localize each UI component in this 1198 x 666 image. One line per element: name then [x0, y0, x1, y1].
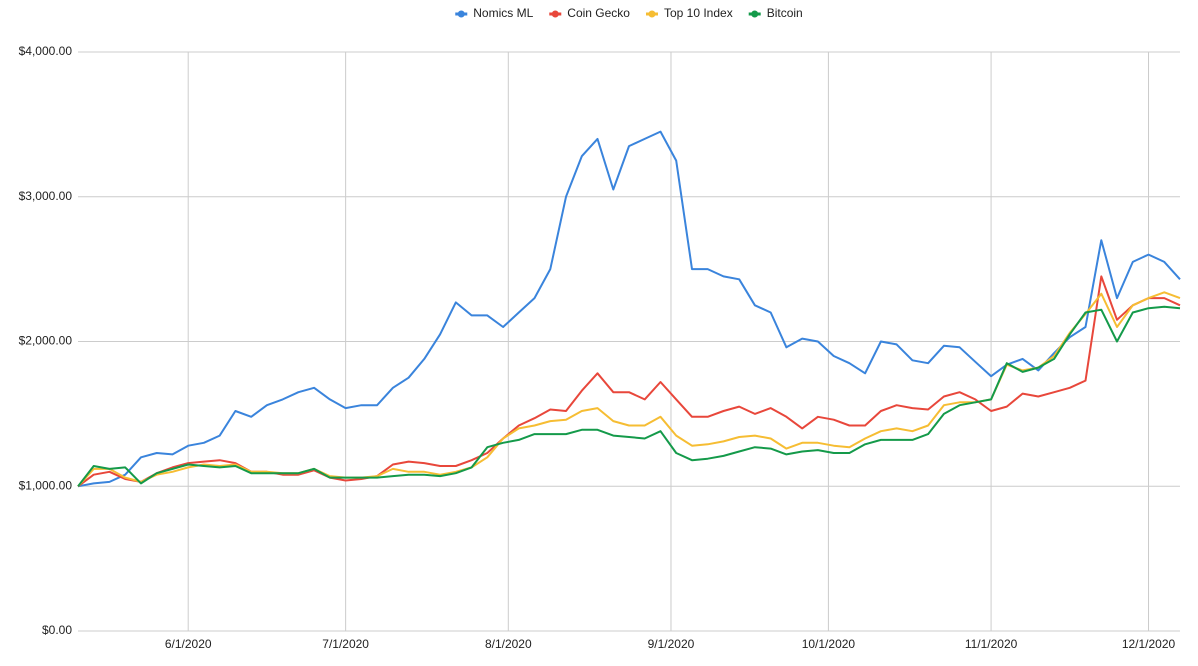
series-line — [77, 130, 1181, 488]
series-line — [77, 275, 1181, 488]
y-tick-label: $0.00 — [42, 623, 72, 637]
legend-marker — [648, 10, 656, 18]
series-line — [77, 291, 1181, 487]
series-line — [77, 305, 1181, 487]
y-tick-label: $2,000.00 — [19, 334, 73, 348]
legend-marker — [751, 10, 759, 18]
legend-label: Top 10 Index — [664, 6, 733, 20]
y-tick-label: $4,000.00 — [19, 44, 73, 58]
legend-label: Coin Gecko — [567, 6, 630, 20]
y-tick-label: $1,000.00 — [19, 478, 73, 492]
y-tick-label: $3,000.00 — [19, 189, 73, 203]
legend-label: Nomics ML — [473, 6, 533, 20]
x-tick-label: 6/1/2020 — [165, 637, 212, 651]
x-tick-label: 8/1/2020 — [485, 637, 532, 651]
x-tick-label: 11/1/2020 — [965, 637, 1018, 651]
legend: Nomics ML Coin Gecko Top 10 Index Bitcoin — [455, 6, 803, 20]
x-tick-label: 10/1/2020 — [802, 637, 856, 651]
legend-marker — [551, 10, 559, 18]
legend-label: Bitcoin — [767, 6, 803, 20]
x-tick-label: 9/1/2020 — [648, 637, 695, 651]
legend-marker — [457, 10, 465, 18]
x-tick-label: 12/1/2020 — [1122, 637, 1176, 651]
x-tick-label: 7/1/2020 — [322, 637, 369, 651]
